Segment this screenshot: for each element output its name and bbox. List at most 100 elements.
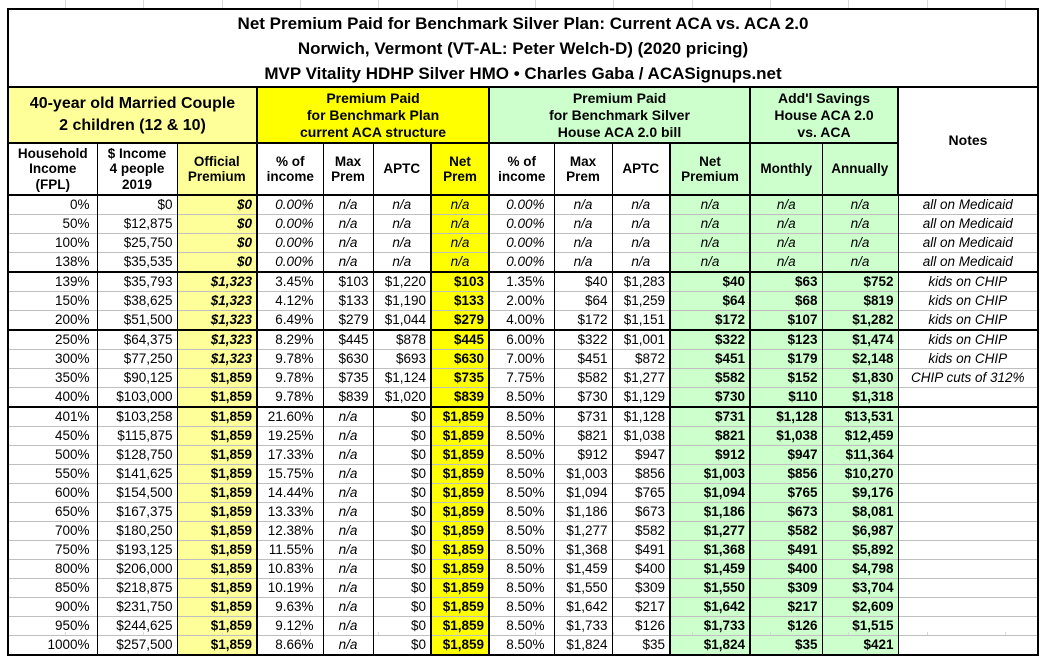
cell-aca-aptc[interactable]: $0	[372, 540, 432, 560]
cell-official-premium[interactable]: $1,859	[176, 502, 258, 522]
cell-note[interactable]	[897, 578, 1039, 598]
cell-fpl[interactable]: 200%	[7, 310, 98, 330]
cell-aca-max-prem[interactable]: n/a	[322, 214, 374, 234]
cell-aca-max-prem[interactable]: n/a	[322, 578, 374, 598]
cell-aca-aptc[interactable]: $0	[372, 578, 432, 598]
cell-savings-monthly[interactable]: $1,038	[749, 426, 823, 446]
cell-official-premium[interactable]: $0	[176, 233, 258, 253]
cell-aca-pct-income[interactable]: 13.33%	[256, 502, 324, 522]
cell-savings-monthly[interactable]: n/a	[749, 194, 823, 215]
cell-aca-net-prem[interactable]: $445	[430, 329, 490, 350]
cell-aca-max-prem[interactable]: n/a	[322, 483, 374, 503]
cell-income[interactable]: $90,125	[96, 368, 178, 388]
cell-aca-aptc[interactable]: $0	[372, 464, 432, 484]
cell-fpl[interactable]: 550%	[7, 464, 98, 484]
cell-aca20-max-prem[interactable]: $1,277	[553, 521, 613, 541]
cell-savings-annually[interactable]: n/a	[821, 233, 899, 253]
cell-aca-pct-income[interactable]: 0.00%	[256, 194, 324, 215]
cell-savings-monthly[interactable]: $152	[749, 368, 823, 388]
cell-aca20-net-premium[interactable]: $1,094	[669, 483, 751, 503]
cell-aca20-max-prem[interactable]: n/a	[553, 194, 613, 215]
cell-aca-max-prem[interactable]: $630	[322, 349, 374, 369]
cell-aca20-net-premium[interactable]: $322	[669, 329, 751, 350]
cell-savings-annually[interactable]: $1,318	[821, 387, 899, 407]
cell-aca-pct-income[interactable]: 0.00%	[256, 214, 324, 234]
cell-aca-net-prem[interactable]: $1,859	[430, 559, 490, 579]
cell-income[interactable]: $51,500	[96, 310, 178, 330]
cell-official-premium[interactable]: $1,859	[176, 635, 258, 655]
cell-aca20-max-prem[interactable]: $1,459	[553, 559, 613, 579]
cell-aca-aptc[interactable]: $1,220	[372, 271, 432, 292]
cell-savings-annually[interactable]: $819	[821, 291, 899, 311]
cell-fpl[interactable]: 650%	[7, 502, 98, 522]
cell-savings-annually[interactable]: $4,798	[821, 559, 899, 579]
cell-aca20-net-premium[interactable]: $730	[669, 387, 751, 407]
cell-aca20-net-premium[interactable]: $1,277	[669, 521, 751, 541]
cell-savings-monthly[interactable]: $309	[749, 578, 823, 598]
cell-aca-net-prem[interactable]: $1,859	[430, 464, 490, 484]
cell-aca20-max-prem[interactable]: $1,550	[553, 578, 613, 598]
cell-aca20-pct-income[interactable]: 8.50%	[488, 597, 555, 617]
cell-income[interactable]: $0	[96, 194, 178, 215]
cell-savings-monthly[interactable]: $765	[749, 483, 823, 503]
cell-savings-monthly[interactable]: $217	[749, 597, 823, 617]
cell-aca-net-prem[interactable]: n/a	[430, 233, 490, 253]
cell-aca20-pct-income[interactable]: 8.50%	[488, 521, 555, 541]
cell-aca-pct-income[interactable]: 9.63%	[256, 597, 324, 617]
cell-official-premium[interactable]: $1,859	[176, 616, 258, 636]
cell-savings-annually[interactable]: $421	[821, 635, 899, 655]
cell-savings-monthly[interactable]: $491	[749, 540, 823, 560]
cell-savings-monthly[interactable]: $35	[749, 635, 823, 655]
cell-aca-aptc[interactable]: n/a	[372, 194, 432, 215]
cell-savings-annually[interactable]: $1,474	[821, 329, 899, 350]
cell-aca-max-prem[interactable]: $133	[322, 291, 374, 311]
cell-aca20-pct-income[interactable]: 8.50%	[488, 406, 555, 427]
cell-aca20-pct-income[interactable]: 8.50%	[488, 387, 555, 407]
col-header-savings-annually[interactable]: Annually	[821, 142, 899, 196]
col-header-fpl[interactable]: Household Income (FPL)	[7, 142, 98, 196]
cell-official-premium[interactable]: $1,859	[176, 540, 258, 560]
cell-aca20-pct-income[interactable]: 8.50%	[488, 445, 555, 465]
cell-aca-pct-income[interactable]: 10.83%	[256, 559, 324, 579]
cell-aca20-aptc[interactable]: $1,259	[611, 291, 671, 311]
cell-aca20-aptc[interactable]: $947	[611, 445, 671, 465]
cell-income[interactable]: $128,750	[96, 445, 178, 465]
cell-aca20-net-premium[interactable]: $451	[669, 349, 751, 369]
cell-aca-pct-income[interactable]: 15.75%	[256, 464, 324, 484]
cell-official-premium[interactable]: $1,859	[176, 406, 258, 427]
cell-aca-aptc[interactable]: $0	[372, 502, 432, 522]
cell-fpl[interactable]: 450%	[7, 426, 98, 446]
cell-note[interactable]	[897, 559, 1039, 579]
cell-aca20-aptc[interactable]: $400	[611, 559, 671, 579]
cell-aca20-max-prem[interactable]: $172	[553, 310, 613, 330]
cell-fpl[interactable]: 850%	[7, 578, 98, 598]
cell-aca-max-prem[interactable]: $839	[322, 387, 374, 407]
cell-aca20-max-prem[interactable]: $40	[553, 271, 613, 292]
cell-aca20-net-premium[interactable]: $40	[669, 271, 751, 292]
cell-fpl[interactable]: 401%	[7, 406, 98, 427]
cell-income[interactable]: $206,000	[96, 559, 178, 579]
cell-official-premium[interactable]: $1,859	[176, 368, 258, 388]
cell-aca20-net-premium[interactable]: $1,003	[669, 464, 751, 484]
cell-aca-aptc[interactable]: $0	[372, 521, 432, 541]
col-header-savings-monthly[interactable]: Monthly	[749, 142, 823, 196]
cell-income[interactable]: $257,500	[96, 635, 178, 655]
cell-aca20-pct-income[interactable]: 6.00%	[488, 329, 555, 350]
cell-aca-aptc[interactable]: n/a	[372, 252, 432, 272]
cell-fpl[interactable]: 350%	[7, 368, 98, 388]
col-header-official-premium[interactable]: Official Premium	[176, 142, 258, 196]
cell-fpl[interactable]: 400%	[7, 387, 98, 407]
cell-aca20-aptc[interactable]: $1,128	[611, 406, 671, 427]
cell-aca-net-prem[interactable]: n/a	[430, 194, 490, 215]
cell-aca20-pct-income[interactable]: 8.50%	[488, 540, 555, 560]
cell-aca-max-prem[interactable]: n/a	[322, 406, 374, 427]
cell-aca20-pct-income[interactable]: 8.50%	[488, 426, 555, 446]
cell-aca-max-prem[interactable]: n/a	[322, 445, 374, 465]
col-header-aca20-pct-income[interactable]: % of income	[488, 142, 555, 196]
cell-aca-pct-income[interactable]: 0.00%	[256, 252, 324, 272]
cell-aca20-aptc[interactable]: $1,151	[611, 310, 671, 330]
cell-aca-net-prem[interactable]: $103	[430, 271, 490, 292]
cell-aca20-aptc[interactable]: n/a	[611, 194, 671, 215]
cell-aca20-net-premium[interactable]: $821	[669, 426, 751, 446]
cell-official-premium[interactable]: $1,323	[176, 329, 258, 350]
